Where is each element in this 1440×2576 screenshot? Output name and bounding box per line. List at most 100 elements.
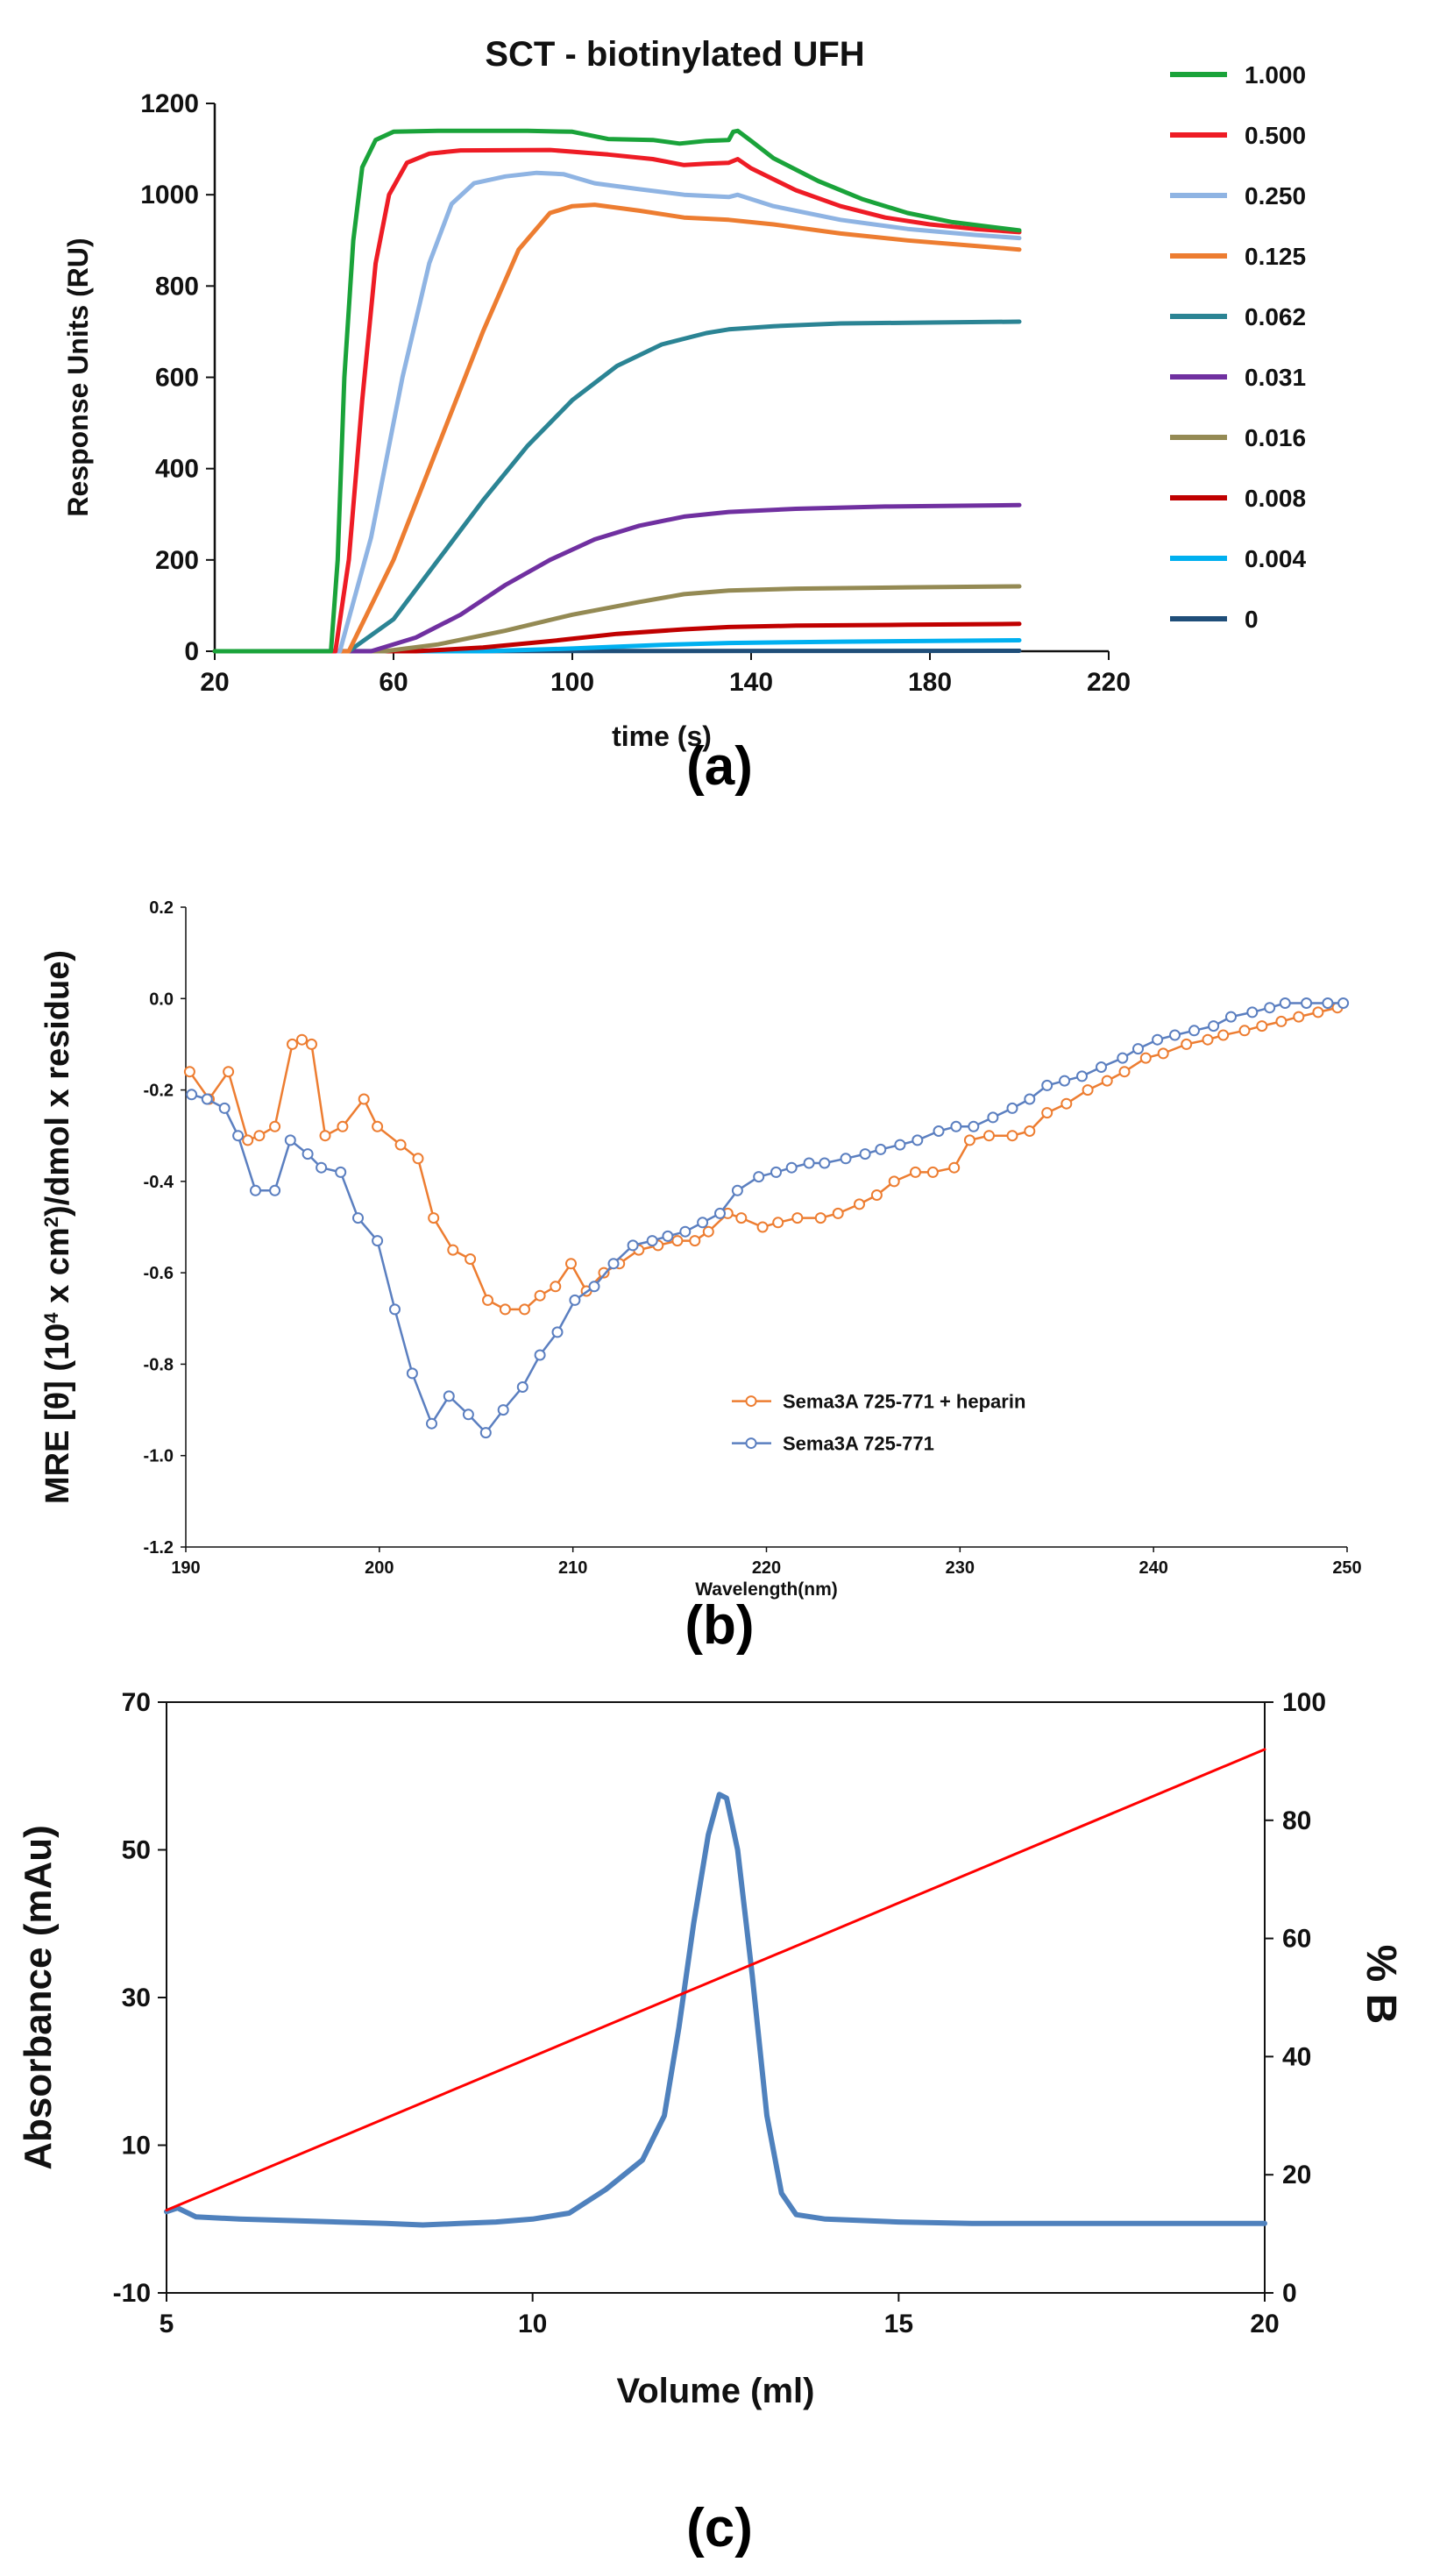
legend-label: 0.500 — [1245, 122, 1306, 149]
data-marker — [1337, 997, 1350, 1009]
data-marker — [335, 1166, 347, 1178]
data-marker — [253, 1130, 266, 1142]
data-marker — [499, 1303, 511, 1316]
data-marker — [1246, 1006, 1259, 1018]
data-marker — [1024, 1093, 1036, 1105]
data-marker — [1279, 997, 1291, 1009]
y-tick-label: 600 — [155, 364, 199, 393]
y-axis-label: MRE [θ] (104 x cm2)/dmol x residue) — [39, 950, 76, 1504]
data-marker — [242, 1134, 254, 1146]
x-tick-label: 240 — [1139, 1558, 1167, 1578]
data-marker — [910, 1166, 921, 1178]
data-marker — [662, 1230, 674, 1242]
legend-label: 0.125 — [1245, 243, 1306, 270]
data-marker — [223, 1066, 235, 1078]
data-marker — [1041, 1079, 1053, 1091]
data-marker — [689, 1235, 701, 1247]
y2-tick-label: 0 — [1282, 2279, 1297, 2308]
data-marker — [1024, 1125, 1036, 1137]
y2-tick-label: 60 — [1282, 1925, 1311, 1954]
data-marker — [296, 1033, 308, 1046]
y-tick-label: -0.8 — [144, 1355, 174, 1374]
y-tick-label: -0.2 — [144, 1082, 174, 1101]
legend-marker — [745, 1395, 757, 1408]
series-line — [212, 502, 1022, 654]
data-marker — [714, 1207, 726, 1219]
y-tick-label: 70 — [122, 1688, 151, 1717]
y-axis-label-superscript: 2 — [40, 1217, 62, 1227]
data-marker — [731, 1184, 743, 1196]
data-marker — [569, 1294, 581, 1306]
y-tick-label: 0.2 — [149, 898, 174, 918]
panel-label-a: (a) — [686, 736, 753, 797]
y-tick-label: 10 — [122, 2132, 151, 2161]
data-marker — [983, 1130, 995, 1142]
x-tick-label: 60 — [379, 668, 408, 697]
data-marker — [465, 1253, 477, 1265]
data-marker — [859, 1148, 871, 1160]
data-marker — [1101, 1075, 1113, 1087]
data-marker — [316, 1161, 328, 1174]
y-tick-label: -10 — [113, 2279, 151, 2308]
data-marker — [1041, 1107, 1053, 1119]
legend-marker — [745, 1437, 757, 1450]
data-marker — [287, 1038, 298, 1050]
data-marker — [607, 1258, 620, 1270]
x-tick-label: 180 — [908, 668, 952, 697]
data-marker — [912, 1134, 924, 1146]
y-tick-label: 30 — [122, 1983, 151, 2012]
series-line — [212, 621, 1022, 654]
legend-label: 0.016 — [1245, 424, 1306, 451]
data-marker — [1082, 1084, 1094, 1096]
y-tick-label: 0.0 — [149, 990, 174, 1009]
data-marker — [551, 1326, 564, 1338]
data-marker — [306, 1038, 317, 1050]
data-marker — [679, 1225, 692, 1238]
data-marker — [186, 1089, 198, 1101]
data-marker — [337, 1120, 349, 1132]
x-tick-label: 200 — [365, 1558, 394, 1578]
legend-label: 0.008 — [1245, 485, 1306, 512]
data-marker — [1181, 1038, 1193, 1050]
data-marker — [894, 1139, 906, 1151]
data-marker — [516, 1381, 528, 1393]
data-marker — [1006, 1130, 1018, 1142]
data-marker — [201, 1093, 213, 1105]
data-marker — [462, 1409, 474, 1421]
x-tick-label: 10 — [518, 2310, 547, 2338]
data-marker — [301, 1148, 314, 1160]
data-marker — [1256, 1020, 1268, 1033]
data-marker — [1208, 1020, 1220, 1033]
x-tick-label: 220 — [752, 1558, 781, 1578]
y2-tick-label: 100 — [1282, 1688, 1326, 1717]
data-marker — [1139, 1052, 1152, 1064]
legend-label: 0.004 — [1245, 545, 1306, 572]
data-marker — [394, 1139, 407, 1151]
data-marker — [875, 1143, 887, 1155]
x-tick-label: 100 — [550, 668, 594, 697]
data-marker — [1293, 1011, 1305, 1023]
x-tick-label: 20 — [200, 668, 229, 697]
series-line — [212, 319, 1022, 654]
data-marker — [1225, 1011, 1237, 1023]
series-line — [212, 170, 1022, 654]
data-marker — [1312, 1006, 1324, 1018]
data-marker — [1322, 997, 1334, 1009]
data-marker — [950, 1120, 962, 1132]
x-tick-label: 190 — [171, 1558, 200, 1578]
data-marker — [819, 1157, 831, 1169]
data-marker — [519, 1303, 530, 1316]
data-marker — [770, 1166, 782, 1178]
y-axis-label-part: )/dmol x residue) — [39, 950, 76, 1217]
data-marker — [372, 1120, 384, 1132]
x-tick-label: 220 — [1087, 668, 1131, 697]
data-marker — [1275, 1015, 1287, 1027]
series-line — [164, 1792, 1267, 2228]
x-tick-label: 15 — [884, 2310, 913, 2338]
y-tick-label: 1200 — [140, 89, 199, 118]
data-marker — [183, 1066, 195, 1078]
data-marker — [791, 1212, 804, 1224]
y-tick-label: -1.2 — [144, 1538, 174, 1558]
data-marker — [1157, 1047, 1169, 1060]
